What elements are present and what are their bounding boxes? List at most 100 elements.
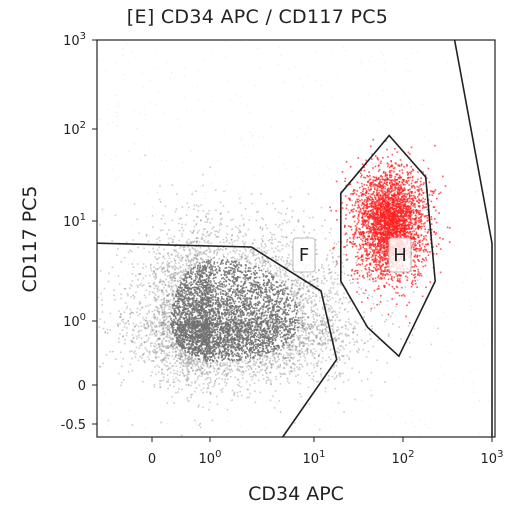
gray-event-dot — [209, 257, 211, 259]
gray-event-dot — [282, 200, 284, 202]
gray-event-dot — [209, 233, 211, 235]
gray-event-dot — [165, 365, 167, 367]
background-event-dot — [377, 130, 378, 131]
gray-event-dot — [255, 368, 257, 370]
gray-event-dot — [317, 278, 319, 280]
gray-event-dot — [175, 301, 177, 303]
gray-event-dot — [348, 321, 350, 323]
gray-event-dot — [266, 340, 268, 342]
background-event-dot — [284, 81, 285, 82]
background-event-dot — [354, 226, 355, 227]
gray-event-dot — [348, 302, 350, 304]
background-event-dot — [409, 71, 410, 72]
gray-event-dot — [324, 220, 326, 222]
gray-event-dot — [243, 372, 245, 374]
gray-event-dot — [163, 294, 165, 296]
gray-event-dot — [290, 196, 292, 198]
gray-event-dot — [281, 256, 283, 258]
gray-event-dot — [335, 320, 337, 322]
background-event-dot — [416, 158, 417, 159]
gray-event-dot — [208, 242, 210, 244]
gray-event-dot — [143, 326, 145, 328]
gray-event-dot — [211, 326, 213, 328]
gray-event-dot — [241, 395, 243, 397]
gray-event-dot — [128, 371, 130, 373]
gray-event-dot — [217, 304, 219, 306]
background-event-dot — [265, 428, 266, 429]
gray-event-dot — [150, 375, 152, 377]
gray-event-dot — [339, 312, 341, 314]
gray-event-dot — [160, 348, 162, 350]
background-event-dot — [412, 311, 413, 312]
background-event-dot — [139, 158, 140, 159]
background-event-dot — [333, 273, 334, 274]
gray-event-dot — [137, 247, 139, 249]
gray-event-dot — [186, 362, 188, 364]
gray-event-dot — [136, 338, 138, 340]
gray-event-dot — [294, 294, 296, 296]
gray-event-dot — [239, 277, 241, 279]
gray-event-dot — [213, 280, 215, 282]
gray-event-dot — [241, 353, 243, 355]
gray-event-dot — [225, 341, 227, 343]
background-event-dot — [316, 339, 317, 340]
gray-event-dot — [303, 346, 305, 348]
background-event-dot — [177, 216, 178, 217]
gray-event-dot — [322, 351, 324, 353]
background-event-dot — [140, 174, 141, 175]
gray-event-dot — [239, 320, 241, 322]
background-event-dot — [303, 181, 304, 182]
gray-event-dot — [199, 292, 201, 294]
gray-event-dot — [99, 326, 101, 328]
background-event-dot — [184, 76, 185, 77]
gray-event-dot — [283, 355, 285, 357]
background-event-dot — [327, 166, 328, 167]
gray-event-dot — [269, 289, 271, 291]
gray-event-dot — [126, 308, 128, 310]
gray-event-dot — [180, 340, 182, 342]
gray-event-dot — [178, 388, 180, 390]
gray-event-dot — [212, 270, 214, 272]
gray-event-dot — [251, 288, 253, 290]
gray-event-dot — [281, 213, 283, 215]
gray-event-dot — [315, 294, 317, 296]
gray-event-dot — [289, 297, 291, 299]
gray-event-dot — [224, 365, 226, 367]
gray-event-dot — [239, 369, 241, 371]
background-event-dot — [490, 205, 491, 206]
background-event-dot — [411, 378, 412, 379]
background-event-dot — [226, 184, 227, 185]
gray-event-dot — [151, 326, 153, 328]
gray-event-dot — [245, 268, 247, 270]
background-event-dot — [203, 231, 204, 232]
background-event-dot — [491, 185, 492, 186]
background-event-dot — [457, 129, 458, 130]
gray-event-dot — [272, 360, 274, 362]
gray-event-dot — [136, 324, 138, 326]
background-event-dot — [410, 53, 411, 54]
gray-event-dot — [292, 349, 294, 351]
background-event-dot — [385, 70, 386, 71]
background-event-dot — [183, 162, 184, 163]
background-event-dot — [196, 422, 197, 423]
gray-event-dot — [246, 275, 248, 277]
gray-event-dot — [298, 317, 300, 319]
gray-event-dot — [234, 377, 236, 379]
gray-event-dot — [188, 267, 190, 269]
gray-event-dot — [286, 360, 288, 362]
background-event-dot — [166, 242, 167, 243]
background-event-dot — [228, 181, 229, 182]
background-event-dot — [486, 192, 487, 193]
background-event-dot — [279, 173, 280, 174]
gray-event-dot — [235, 301, 237, 303]
background-event-dot — [211, 144, 212, 145]
gray-event-dot — [303, 232, 305, 234]
gray-event-dot — [259, 333, 261, 335]
background-event-dot — [383, 90, 384, 91]
background-event-dot — [104, 393, 105, 394]
gray-event-dot — [241, 366, 243, 368]
gray-event-dot — [148, 282, 150, 284]
gray-event-dot — [126, 322, 128, 324]
gray-event-dot — [174, 280, 176, 282]
background-event-dot — [140, 261, 141, 262]
